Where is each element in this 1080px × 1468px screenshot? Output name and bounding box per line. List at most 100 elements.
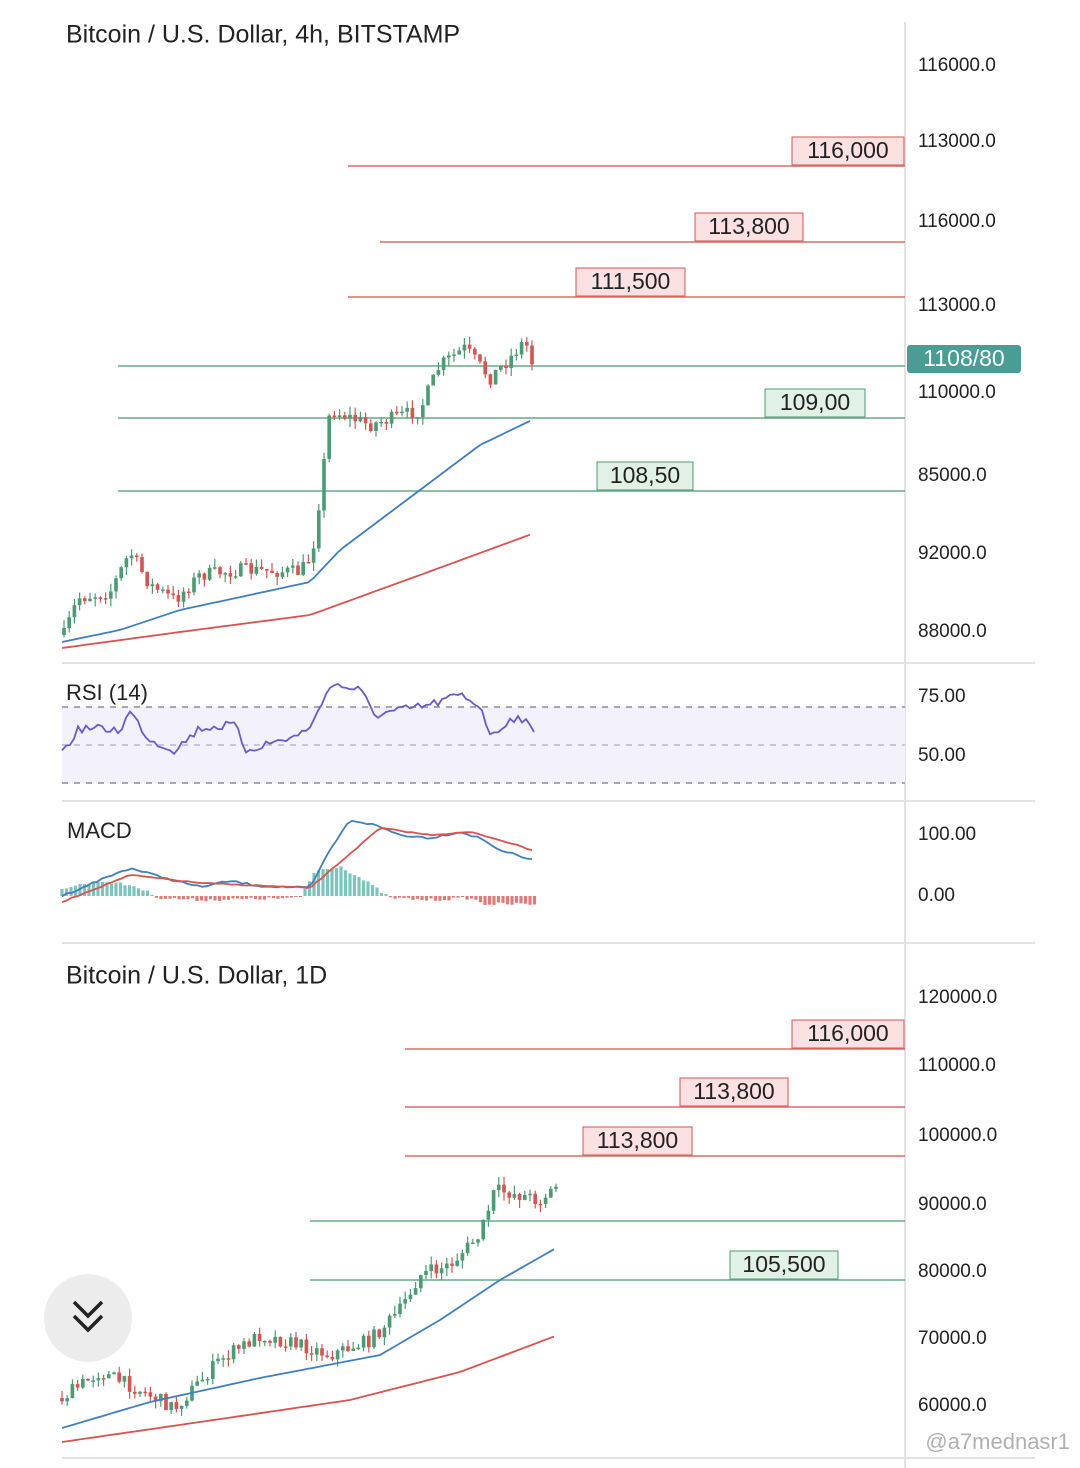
candle [394, 411, 399, 414]
candle [296, 565, 300, 575]
candles [62, 336, 534, 638]
macd-bar [370, 885, 375, 896]
candle [155, 584, 160, 590]
macd-bar [168, 896, 172, 899]
macd-bar [222, 896, 226, 900]
candle [171, 593, 176, 596]
y-axis-label: 0.00 [918, 885, 955, 906]
candle [368, 423, 373, 432]
collapse-button[interactable] [44, 1274, 132, 1362]
candle [418, 1275, 423, 1289]
candle [273, 1336, 278, 1343]
level-label: 113,800 [708, 213, 789, 239]
y-axis-label: 75.00 [918, 686, 966, 707]
macd-bar [528, 896, 532, 905]
candle [543, 1197, 548, 1204]
macd-bar [316, 870, 321, 896]
macd-bar [483, 896, 487, 906]
candle [140, 557, 144, 572]
candle [332, 415, 337, 418]
candle [145, 571, 150, 587]
candle [290, 565, 295, 568]
level-label: 113,800 [693, 1078, 774, 1104]
macd-bar [132, 886, 136, 896]
candle [337, 415, 342, 418]
macd-bar [276, 896, 280, 899]
macd-bar [280, 896, 285, 899]
chevron [72, 1300, 104, 1319]
moving-average [61, 533, 531, 649]
candle [413, 1288, 418, 1295]
macd-bar [307, 881, 312, 896]
macd-bar [487, 896, 492, 905]
candle [216, 1358, 220, 1362]
candle [410, 407, 415, 419]
candle [202, 573, 207, 580]
macd-bar [91, 881, 96, 896]
candle [254, 566, 259, 574]
macd-bar [96, 882, 100, 896]
candle [218, 567, 222, 575]
macd-bar [384, 894, 388, 896]
candle [65, 1398, 70, 1402]
macd-bar [285, 896, 289, 898]
macd-bar [366, 881, 370, 896]
candle [309, 1353, 314, 1355]
chevron [72, 1314, 104, 1333]
candle [148, 1392, 153, 1397]
candle [325, 1355, 330, 1358]
chart-layer: 116000.0 113000.0 116000.0 113000.0 110000.0… [60, 55, 1021, 1443]
candle [106, 1374, 111, 1379]
candle [377, 1329, 382, 1338]
candles [60, 1176, 558, 1416]
y-axis-label: 116000.0 [918, 211, 996, 232]
candle [270, 570, 274, 573]
macd-bar [204, 896, 208, 902]
candle [486, 1210, 491, 1220]
macd-bar [181, 896, 186, 900]
candle [301, 562, 306, 575]
candle [306, 562, 311, 564]
candle [392, 1313, 397, 1316]
macd-bar [424, 896, 429, 901]
candle [223, 573, 228, 575]
candle [283, 1346, 288, 1348]
macd-bar [357, 877, 361, 896]
candle [387, 1315, 392, 1328]
level-label-bg [764, 388, 866, 418]
candle [164, 1393, 168, 1411]
macd-bar [514, 896, 519, 903]
macd-bar [339, 866, 343, 896]
candle [372, 1329, 376, 1348]
candle [507, 1192, 512, 1198]
macd-bar [253, 896, 258, 900]
candle [502, 1184, 506, 1193]
candle [242, 1341, 246, 1349]
candle [548, 1188, 553, 1198]
level-label: 111,500 [591, 268, 671, 294]
candle [197, 573, 202, 578]
macd-bar [208, 896, 213, 900]
macd-bar [442, 896, 447, 901]
candle [207, 567, 212, 580]
price-tag: 1108/80 [923, 345, 1004, 371]
macd-bar [159, 896, 163, 900]
level-label: 105,500 [742, 1251, 825, 1277]
candle [278, 1336, 283, 1347]
y-axis-label: 100.00 [918, 824, 976, 845]
candle [491, 1190, 496, 1211]
candle [91, 1380, 96, 1382]
candle [476, 1239, 480, 1243]
candle [398, 1303, 402, 1314]
candle [327, 415, 332, 459]
candle [179, 1405, 184, 1409]
candle [249, 563, 254, 574]
macd-bar [249, 896, 253, 898]
candle [210, 1361, 215, 1379]
candle [528, 1193, 532, 1196]
y-axis-label: 92000.0 [918, 543, 987, 564]
candle [62, 628, 66, 635]
candle [138, 1391, 142, 1394]
y-axis-label: 80000.0 [918, 1261, 987, 1282]
